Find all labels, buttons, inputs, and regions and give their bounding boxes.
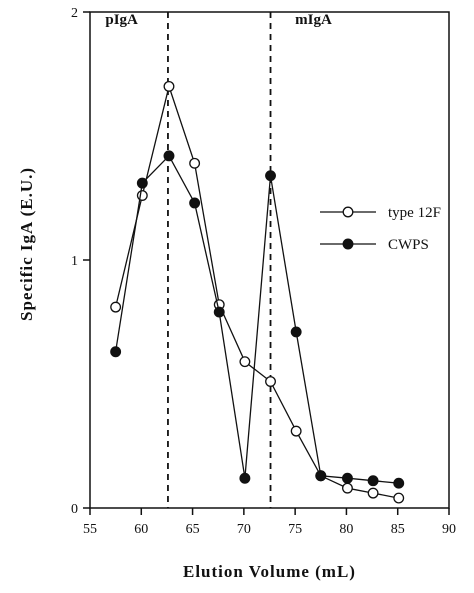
data-point <box>136 190 148 201</box>
x-axis-label: Elution Volume (mL) <box>183 562 356 581</box>
legend-label: type 12F <box>388 205 441 221</box>
series-line <box>114 154 399 484</box>
annotation-label: pIgA <box>105 12 138 28</box>
x-tick-label: 55 <box>83 522 97 537</box>
data-point <box>213 306 225 318</box>
data-point <box>315 470 327 482</box>
x-tick-label: 75 <box>288 522 302 537</box>
data-point <box>163 150 175 162</box>
y-tick-label: 1 <box>71 254 78 269</box>
reference-lines <box>167 12 272 508</box>
y-axis-label: Specific IgA (E.U.) <box>17 167 36 321</box>
series-layer <box>110 80 405 504</box>
annotation-label: mIgA <box>295 12 332 28</box>
plot-frame <box>89 11 450 509</box>
data-point <box>290 425 302 437</box>
series-line <box>114 84 399 499</box>
plot-border <box>89 11 450 509</box>
data-point <box>265 376 276 387</box>
x-tick-label: 90 <box>442 522 456 537</box>
series-1 <box>110 150 405 489</box>
x-tick-label: 70 <box>237 522 251 537</box>
legend-marker <box>342 206 354 218</box>
legend-marker <box>342 238 354 250</box>
data-point <box>393 492 405 504</box>
data-point <box>265 170 276 182</box>
data-point <box>290 326 302 338</box>
legend-entry: type 12F <box>320 205 441 221</box>
x-tick-label: 60 <box>134 522 148 537</box>
y-tick-label: 0 <box>71 502 78 517</box>
x-tick-label: 80 <box>339 522 353 537</box>
annotations: pIgA mIgA <box>105 12 332 28</box>
y-tick-label: 2 <box>71 6 78 21</box>
x-tick-label: 65 <box>186 522 200 537</box>
x-axis-ticks: 55 60 65 70 75 80 85 90 <box>83 508 456 537</box>
data-point <box>189 197 201 209</box>
legend-entry: CWPS <box>320 237 429 253</box>
y-axis-ticks: 0 1 2 <box>71 6 90 517</box>
data-point <box>136 177 148 189</box>
data-point <box>110 301 122 313</box>
data-point <box>342 482 353 494</box>
data-point <box>110 346 122 358</box>
legend: type 12F CWPS <box>320 205 441 253</box>
data-point <box>163 80 175 92</box>
data-point <box>239 472 251 484</box>
series-0 <box>110 80 405 504</box>
data-point <box>239 356 251 368</box>
data-point <box>367 475 379 487</box>
legend-label: CWPS <box>388 237 429 253</box>
data-point <box>393 477 405 489</box>
data-point <box>342 472 353 484</box>
data-point <box>367 487 379 499</box>
data-point <box>189 157 201 169</box>
x-tick-label: 85 <box>391 522 405 537</box>
